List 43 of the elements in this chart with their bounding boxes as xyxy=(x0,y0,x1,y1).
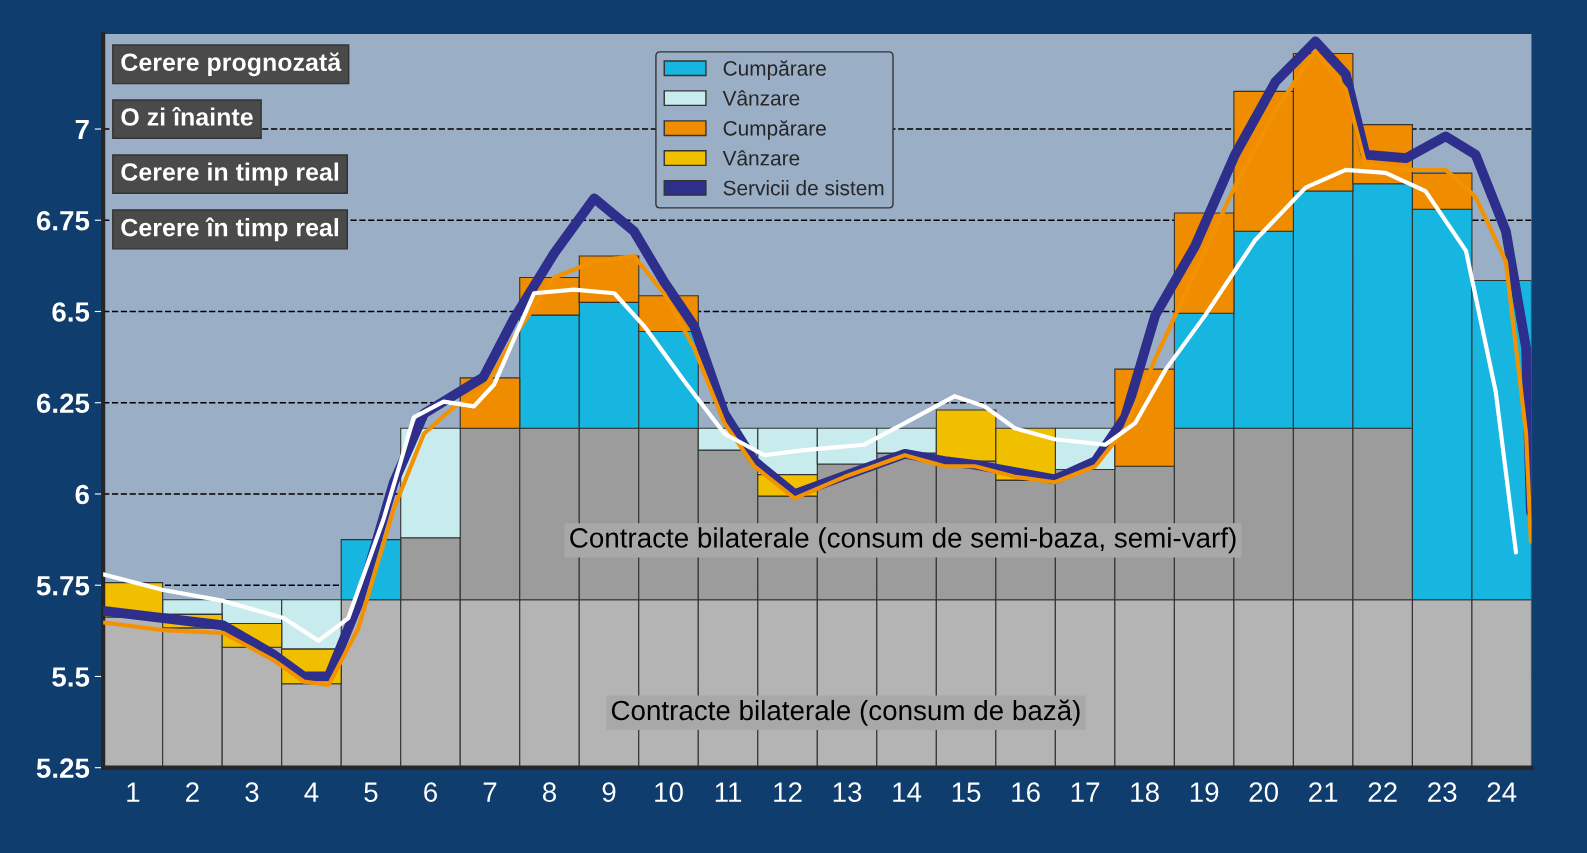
y-tick-label: 6.75 xyxy=(36,210,90,231)
y-tick-label: 7 xyxy=(75,119,89,140)
y-tick-label: 6 xyxy=(75,484,89,505)
annotation: Cerere în timp real xyxy=(121,217,339,242)
x-tick-label: 8 xyxy=(542,782,557,802)
x-tick-label: 16 xyxy=(1012,782,1040,802)
x-tick-label: 7 xyxy=(483,782,497,802)
y-tick-label: 5.75 xyxy=(36,576,90,596)
legend-label: Vânzare xyxy=(722,150,800,166)
x-tick-label: 24 xyxy=(1487,782,1517,802)
x-tick-label: 19 xyxy=(1190,782,1219,802)
x-tick-label: 13 xyxy=(833,782,862,802)
y-tick-label: 6.5 xyxy=(52,302,90,322)
x-tick-label: 3 xyxy=(245,782,259,802)
x-tick-label: 15 xyxy=(952,782,981,802)
annotation: Cerere prognozată xyxy=(121,52,342,77)
x-tick-label: 9 xyxy=(602,782,616,802)
x-tick-label: 14 xyxy=(893,782,922,802)
x-tick-label: 17 xyxy=(1071,782,1100,802)
annotation: Cerere in timp real xyxy=(121,162,339,186)
x-tick-label: 21 xyxy=(1309,782,1338,802)
x-tick-label: 5 xyxy=(364,782,378,802)
legend-label: Cumpărare xyxy=(723,120,826,140)
legend-label: Cumpărare xyxy=(723,60,826,80)
y-tick-label: 5.25 xyxy=(36,758,90,779)
x-tick-label: 22 xyxy=(1368,782,1397,802)
x-tick-label: 20 xyxy=(1249,782,1279,802)
y-tick-label: 5.5 xyxy=(52,667,90,687)
legend-label: Servicii de sistem xyxy=(723,180,884,196)
x-tick-label: 11 xyxy=(715,782,742,802)
y-tick-label: 6.25 xyxy=(36,393,90,414)
annotation: O zi înainte xyxy=(121,106,253,126)
x-tick-label: 6 xyxy=(424,782,437,802)
x-tick-label: 1 xyxy=(127,782,140,802)
annotation: Contracte bilaterale (consum de semi-baza, semi-varf) xyxy=(570,527,1236,554)
x-tick-label: 23 xyxy=(1428,782,1457,802)
x-tick-label: 10 xyxy=(655,782,683,802)
x-tick-label: 2 xyxy=(186,782,199,802)
x-tick-label: 18 xyxy=(1131,782,1159,802)
x-tick-label: 4 xyxy=(304,782,319,802)
legend-label: Vânzare xyxy=(722,90,800,106)
x-tick-label: 12 xyxy=(774,782,802,802)
annotation: Contracte bilaterale (consum de bază) xyxy=(611,699,1080,726)
